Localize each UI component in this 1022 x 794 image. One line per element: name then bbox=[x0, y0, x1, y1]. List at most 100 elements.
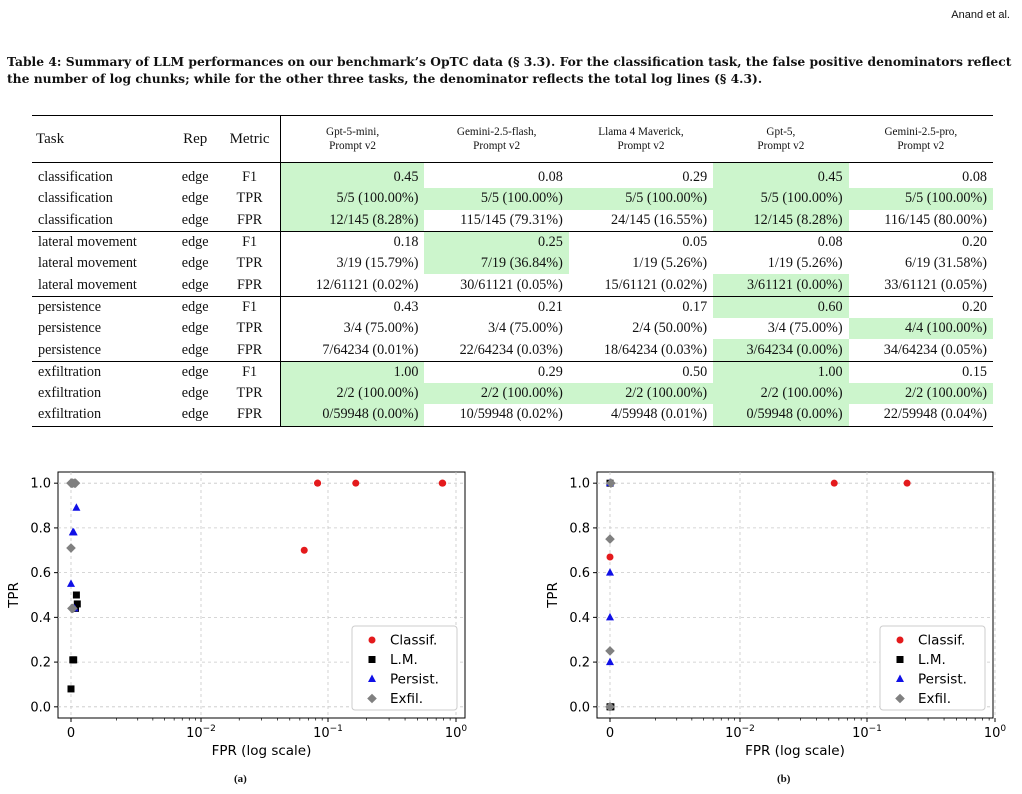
cell-value: 0.45 bbox=[280, 162, 425, 189]
x-tick-exponent: −2 bbox=[742, 724, 755, 734]
cell-value: 0.29 bbox=[682, 169, 708, 186]
x-tick-exponent: −1 bbox=[330, 724, 343, 734]
header-rep: Rep bbox=[183, 130, 208, 147]
cell-value: 3/4 (75.00%) bbox=[343, 320, 419, 337]
cell-metric: FPR bbox=[219, 339, 281, 362]
cell-value: 22/59948 (0.04%) bbox=[883, 406, 987, 423]
series-lm bbox=[606, 479, 615, 711]
legend-label: Persist. bbox=[918, 672, 967, 688]
table-group: classification edge F1 0.45 0.08 0.29 0.45 0.08… bbox=[32, 162, 993, 232]
data-point bbox=[606, 479, 614, 487]
cell-task: persistence bbox=[38, 320, 102, 337]
table-row: exfiltration edge TPR 2/2 (100.00%) 2/2 (100… bbox=[32, 382, 993, 405]
cell-value: 10/59948 (0.02%) bbox=[459, 406, 563, 423]
data-point bbox=[606, 478, 614, 487]
data-point bbox=[70, 656, 78, 664]
cell-value: 1/19 (5.26%) bbox=[632, 255, 708, 272]
cell-rep: edge bbox=[181, 169, 209, 186]
cell-value: 5/5 (100.00%) bbox=[568, 188, 714, 210]
cell-value: 5/5 (100.00%) bbox=[848, 188, 993, 210]
data-point bbox=[314, 479, 322, 487]
legend-marker bbox=[368, 674, 376, 682]
series-classif bbox=[300, 479, 447, 554]
data-point bbox=[67, 579, 75, 587]
y-tick-label: 0.4 bbox=[30, 611, 51, 626]
cell-value: 2/2 (100.00%) bbox=[713, 382, 849, 405]
table-row: classification edge FPR 12/145 (8.28%) 115/1… bbox=[32, 209, 993, 232]
legend-label: Persist. bbox=[390, 672, 439, 688]
cell-value: 6/19 (31.58%) bbox=[905, 255, 987, 272]
cell-value: 3/19 (15.79%) bbox=[336, 255, 419, 272]
x-tick-exponent: −1 bbox=[869, 724, 882, 734]
cell-metric: F1 bbox=[219, 296, 281, 319]
data-point bbox=[439, 479, 447, 487]
subcaption-a: (a) bbox=[234, 773, 247, 785]
cell-task: persistence bbox=[38, 341, 102, 358]
cell-value: 0.18 bbox=[393, 234, 419, 251]
series-classif bbox=[606, 479, 911, 561]
legend-label: L.M. bbox=[918, 652, 946, 668]
data-point bbox=[606, 553, 614, 561]
results-table: Task Rep Metric Gpt-5-mini, Prompt v2 Gem… bbox=[32, 115, 993, 427]
cell-value: 0.08 bbox=[537, 169, 563, 186]
cell-value: 12/61121 (0.02%) bbox=[315, 276, 419, 293]
table-row: exfiltration edge FPR 0/59948 (0.00%) 10/599… bbox=[32, 404, 993, 427]
header-model-5: Gemini-2.5-pro, Prompt v2 bbox=[884, 126, 958, 152]
data-point bbox=[73, 600, 81, 608]
cell-task: exfiltration bbox=[38, 385, 102, 402]
cell-task: exfiltration bbox=[38, 406, 102, 423]
y-tick-label: 0.6 bbox=[569, 566, 590, 581]
cell-value: 24/145 (16.55%) bbox=[611, 211, 708, 228]
legend-label: Classif. bbox=[918, 633, 965, 649]
table-row: lateral movement edge FPR 12/61121 (0.02%) 3… bbox=[32, 274, 993, 297]
table-row: persistence edge TPR 3/4 (75.00%) 3/4 (75.00… bbox=[32, 318, 993, 340]
running-header: Anand et al. bbox=[951, 9, 1010, 21]
cell-value: 4/59948 (0.01%) bbox=[611, 406, 708, 423]
y-tick-label: 0.6 bbox=[30, 566, 51, 581]
y-tick-label: 0.2 bbox=[569, 656, 590, 671]
x-tick-exponent: 0 bbox=[1000, 724, 1006, 734]
header-task: Task bbox=[36, 130, 65, 147]
data-point bbox=[606, 703, 614, 711]
scatter-chart-a: 0.0 0.2 0.4 0.6 0.8 1.0 0 10−2 10−1 100 FPR (log s… bbox=[6, 471, 467, 759]
header-model-2: Gemini-2.5-flash, Prompt v2 bbox=[456, 126, 537, 152]
cell-metric: F1 bbox=[219, 231, 281, 254]
data-point bbox=[69, 527, 78, 536]
legend-marker bbox=[896, 636, 904, 644]
legend-label: L.M. bbox=[390, 652, 418, 668]
table-row: exfiltration edge F1 1.00 0.29 0.50 1.00 0.15 bbox=[32, 361, 993, 383]
header-model-4: Gpt-5, Prompt v2 bbox=[757, 126, 805, 152]
x-tick-label: 100 bbox=[984, 724, 1007, 741]
y-tick-label: 0.8 bbox=[569, 521, 590, 536]
table-row: classification edge TPR 5/5 (100.00%) 5/5 (1… bbox=[32, 188, 993, 210]
cell-metric: F1 bbox=[219, 162, 281, 189]
y-tick-label: 0.0 bbox=[569, 700, 590, 715]
cell-task: lateral movement bbox=[38, 255, 137, 272]
header-metric: Metric bbox=[219, 115, 281, 163]
legend-marker bbox=[368, 636, 376, 644]
cell-value: 1.00 bbox=[280, 361, 425, 383]
cell-value: 30/61121 (0.05%) bbox=[460, 276, 563, 293]
x-tick-exponent: −2 bbox=[203, 724, 216, 734]
cell-rep: edge bbox=[181, 341, 209, 358]
cell-metric: TPR bbox=[219, 318, 281, 340]
cell-task: exfiltration bbox=[38, 363, 102, 380]
data-point bbox=[72, 591, 80, 599]
cell-rep: edge bbox=[181, 190, 209, 207]
cell-task: lateral movement bbox=[38, 276, 137, 293]
cell-value: 2/2 (100.00%) bbox=[568, 382, 714, 405]
data-point bbox=[606, 478, 616, 488]
header-model-3: Llama 4 Maverick, Prompt v2 bbox=[598, 126, 684, 152]
series-exfil bbox=[605, 478, 616, 712]
cell-task: classification bbox=[38, 211, 113, 228]
x-tick-label: 10−2 bbox=[725, 724, 755, 741]
plot-frame bbox=[596, 471, 994, 719]
legend-marker bbox=[896, 674, 904, 682]
data-point bbox=[68, 603, 78, 614]
cell-metric: FPR bbox=[219, 404, 281, 427]
table-group: lateral movement edge F1 0.18 0.25 0.05 0.08 0.… bbox=[32, 231, 993, 297]
cell-value: 0.05 bbox=[682, 234, 708, 251]
cell-value: 33/61121 (0.05%) bbox=[884, 276, 987, 293]
x-axis-label: FPR (log scale) bbox=[212, 743, 312, 759]
cell-value: 0.08 bbox=[817, 234, 843, 251]
